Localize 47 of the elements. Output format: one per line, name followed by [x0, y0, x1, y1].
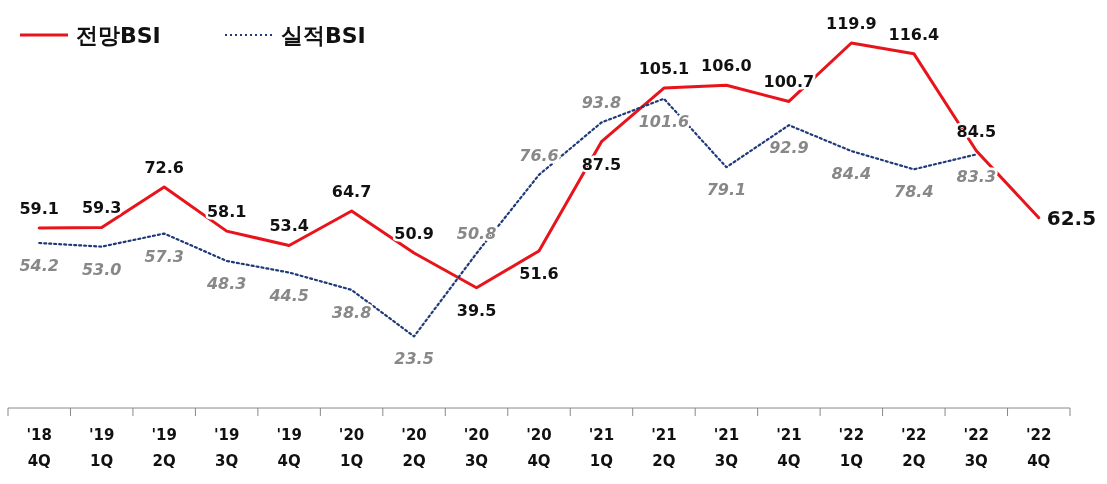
x-tick-label: '22 3Q [963, 426, 990, 470]
x-tick-label: '20 1Q [338, 426, 365, 470]
data-label: 64.7 [331, 182, 372, 202]
data-label: 59.3 [81, 198, 122, 218]
data-label: 48.3 [205, 273, 247, 293]
data-label: 23.5 [394, 349, 434, 369]
data-label: 57.3 [144, 246, 184, 266]
data-label: 78.4 [894, 182, 934, 202]
data-label: 106.0 [701, 56, 752, 76]
x-tick-label: '21 2Q [651, 426, 677, 470]
data-label: 39.5 [456, 300, 497, 320]
legend-label: 전망BSI [76, 23, 161, 48]
data-label: 119.9 [826, 14, 877, 33]
data-label: 50.9 [394, 224, 434, 244]
data-label: 53.4 [269, 216, 309, 236]
data-label: 72.6 [144, 157, 184, 177]
data-label: 76.6 [519, 145, 559, 165]
x-tick-label: '19 3Q [213, 426, 240, 470]
x-tick-label: '20 3Q [463, 426, 490, 470]
x-tick-label: '22 1Q [838, 426, 865, 470]
data-label: 84.4 [831, 164, 872, 184]
x-tick-label: '22 4Q [1026, 426, 1052, 470]
x-tick-label: '19 4Q [276, 426, 302, 470]
data-label: 59.1 [19, 199, 59, 219]
data-label: 79.1 [706, 180, 747, 200]
data-label: 93.8 [581, 93, 622, 113]
x-tick-label: '21 1Q [588, 426, 615, 470]
data-label: 58.1 [206, 202, 247, 222]
data-label: 51.6 [519, 263, 559, 283]
data-label: 54.2 [19, 256, 59, 275]
data-label: 44.5 [268, 285, 309, 305]
data-label: 38.8 [331, 302, 372, 322]
data-label: 92.9 [769, 138, 809, 158]
x-tick-label: '19 1Q [88, 426, 115, 470]
x-tick-label: '20 2Q [401, 426, 427, 470]
x-tick-label: '19 2Q [151, 426, 177, 470]
x-tick-label: '18 4Q [26, 426, 52, 470]
x-tick-label: '22 2Q [901, 426, 927, 470]
data-label: 116.4 [888, 24, 940, 44]
x-tick-label: '20 4Q [526, 426, 552, 470]
data-label: 83.3 [956, 167, 997, 187]
data-label: 53.0 [81, 259, 122, 279]
legend-label: 실적BSI [281, 23, 366, 48]
data-label: 105.1 [638, 59, 690, 79]
data-label: 62.5 [1046, 205, 1097, 230]
x-tick-label: '21 4Q [776, 426, 802, 470]
x-tick-label: '21 3Q [713, 426, 740, 470]
